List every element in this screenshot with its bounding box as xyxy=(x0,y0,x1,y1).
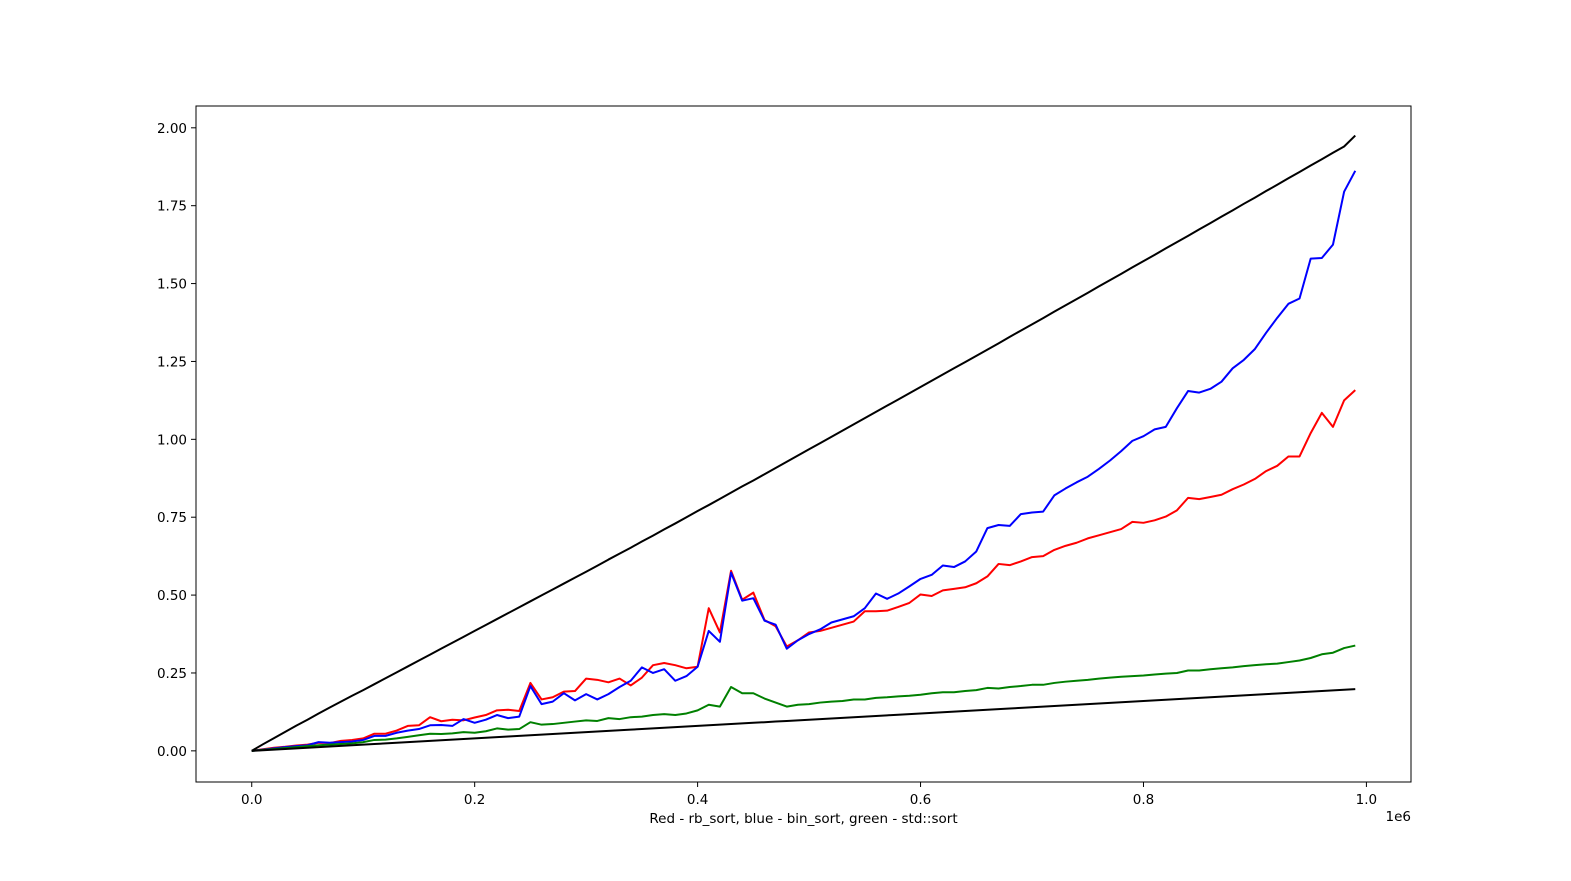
y-tick-label: 0.25 xyxy=(157,666,187,682)
x-tick-label: 0.2 xyxy=(464,792,485,808)
y-axis: 0.00 0.25 0.50 0.75 1.00 1.25 1.50 1.75 2.00 xyxy=(157,121,196,760)
plot-frame xyxy=(195,105,1412,783)
x-tick-label: 0.8 xyxy=(1133,792,1154,808)
x-tick-label: 0.0 xyxy=(241,792,262,808)
series-layer xyxy=(251,134,1357,752)
y-tick-label: 0.75 xyxy=(157,510,187,526)
y-tick-label: 0.00 xyxy=(157,744,187,760)
x-tick-label: 1.0 xyxy=(1356,792,1377,808)
y-tick-label: 0.50 xyxy=(157,588,187,604)
series-line-3 xyxy=(251,644,1356,752)
x-tick-label: 0.6 xyxy=(910,792,931,808)
x-tick-label: 0.4 xyxy=(687,792,708,808)
series-line-1 xyxy=(251,389,1356,752)
series-line-5 xyxy=(251,688,1356,752)
x-offset-label: 1e6 xyxy=(1386,809,1411,825)
y-tick-label: 2.00 xyxy=(157,121,187,137)
y-tick-label: 1.50 xyxy=(157,277,187,293)
y-tick-label: 1.00 xyxy=(157,432,187,448)
x-axis-label: Red - rb_sort, blue - bin_sort, green - … xyxy=(649,811,957,827)
series-line-2 xyxy=(251,170,1357,752)
y-tick-label: 1.25 xyxy=(157,354,187,370)
x-axis: 0.0 0.2 0.4 0.6 0.8 1.0 xyxy=(241,782,1377,808)
y-tick-label: 1.75 xyxy=(157,199,187,215)
series-line-4 xyxy=(251,134,1356,752)
